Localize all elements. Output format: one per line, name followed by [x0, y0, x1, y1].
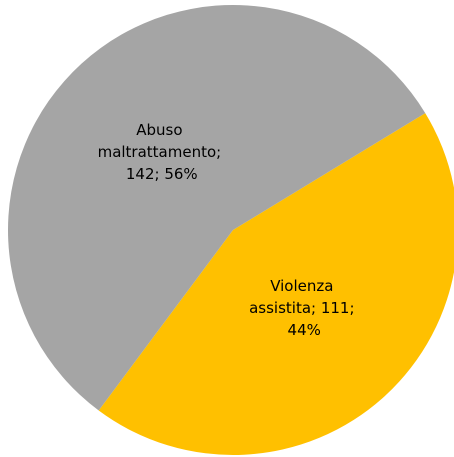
pie-slice [98, 113, 454, 455]
data-label: Abuso maltrattamento; 142; 56% [98, 120, 226, 182]
data-label: Violenza assistita; 111; 44% [249, 277, 359, 339]
pie-slice [7, 4, 426, 411]
